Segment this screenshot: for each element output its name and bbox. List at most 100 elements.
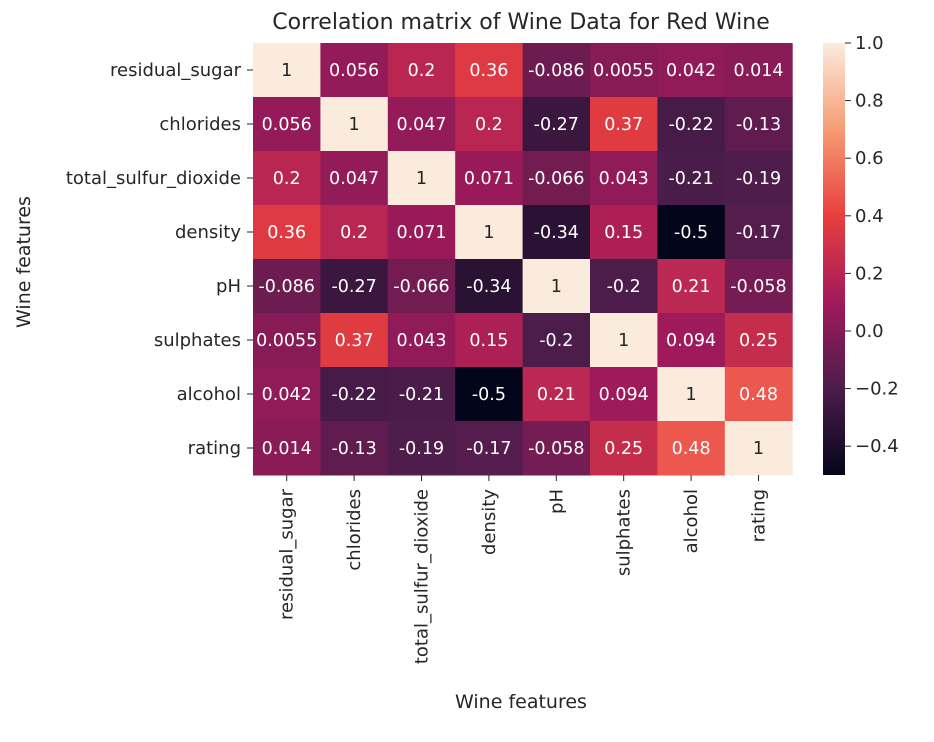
cell-value-label: -0.22: [668, 115, 713, 135]
cell-value-label: 1: [483, 223, 494, 243]
heatmap-cell: [522, 205, 591, 260]
cell-value-label: 1: [686, 385, 697, 405]
heatmap-cell: [320, 97, 389, 152]
colorbar-tick-label: 0.4: [855, 206, 884, 227]
y-tick-label: residual_sugar: [110, 60, 242, 81]
cell-value-label: 0.37: [335, 331, 374, 351]
cell-value-label: 0.0055: [593, 61, 654, 81]
heatmap-cell: [387, 97, 456, 152]
cell-value-label: -0.21: [399, 385, 444, 405]
heatmap-cell: [387, 367, 456, 422]
cell-value-label: -0.2: [607, 277, 641, 297]
y-tick-label: pH: [216, 276, 241, 297]
cell-value-label: 0.36: [267, 223, 306, 243]
cell-value-label: -0.086: [528, 61, 584, 81]
cell-value-label: 0.047: [329, 169, 379, 189]
heatmap-cell: [590, 205, 658, 260]
cell-value-label: 0.15: [469, 331, 508, 351]
x-tick-label: alcohol: [681, 489, 702, 553]
heatmap-cell: [320, 205, 389, 260]
heatmap-cell: [657, 205, 726, 260]
colorbar-tick-label: 0.2: [855, 263, 884, 284]
heatmap-cell: [657, 313, 726, 368]
heatmap-cell: [455, 259, 524, 314]
heatmap-cell: [253, 313, 321, 368]
x-tick-label: rating: [749, 489, 770, 542]
cell-value-label: -0.066: [393, 277, 449, 297]
cell-value-label: -0.27: [534, 115, 579, 135]
y-tick-label: alcohol: [177, 384, 241, 405]
heatmap-cell: [724, 205, 793, 260]
cell-value-label: 0.094: [599, 385, 649, 405]
cell-value-label: 0.37: [604, 115, 643, 135]
heatmap-cell: [590, 151, 658, 206]
cell-value-label: -0.13: [736, 115, 781, 135]
heatmap-cell: [724, 259, 793, 314]
cell-value-label: 0.056: [329, 61, 379, 81]
cell-value-label: -0.066: [528, 169, 584, 189]
heatmap-cell: [724, 367, 793, 422]
cell-value-label: -0.2: [539, 331, 573, 351]
heatmap-cell: [253, 259, 321, 314]
cell-value-label: -0.19: [736, 169, 781, 189]
cell-value-label: 0.071: [396, 223, 446, 243]
cell-value-label: -0.27: [331, 277, 376, 297]
cell-value-label: -0.34: [466, 277, 511, 297]
heatmap-cell: [455, 367, 524, 422]
cell-value-label: -0.13: [331, 439, 376, 459]
cell-value-label: 1: [551, 277, 562, 297]
x-tick-labels: residual_sugar chlorides total_sulfur_diox…: [277, 475, 770, 664]
colorbar-ticks: 1.0 0.8 0.6 0.4 0.2 0.0 −0.2 −0.4: [845, 33, 899, 457]
heatmap-cell: [724, 313, 793, 368]
heatmap-cell: [455, 421, 524, 476]
heatmap-cell: [320, 367, 389, 422]
cell-value-label: 0.2: [273, 169, 301, 189]
heatmap-cell: [724, 97, 793, 152]
cell-value-label: 0.25: [604, 439, 643, 459]
cell-value-label: 1: [618, 331, 629, 351]
y-axis-label: Wine features: [13, 196, 35, 328]
cell-value-label: 0.2: [340, 223, 368, 243]
colorbar-tick-label: −0.4: [855, 436, 899, 457]
cell-value-label: 0.15: [604, 223, 643, 243]
cell-value-label: 0.042: [262, 385, 312, 405]
heatmap-cell: [320, 259, 389, 314]
colorbar-tick-label: 0.0: [855, 321, 884, 342]
cell-value-label: 0.25: [739, 331, 778, 351]
cell-value-label: -0.086: [258, 277, 314, 297]
colorbar-tick-label: −0.2: [855, 379, 899, 400]
heatmap-cell: [253, 367, 321, 422]
heatmap-cell: [522, 97, 591, 152]
cell-value-label: 0.043: [396, 331, 446, 351]
heatmap-cell: [522, 259, 591, 314]
heatmap-cell: [724, 421, 793, 476]
cell-value-label: -0.19: [399, 439, 444, 459]
y-tick-label: chlorides: [159, 114, 241, 135]
heatmap-cell: [387, 421, 456, 476]
cell-value-label: -0.5: [674, 223, 708, 243]
cell-value-label: -0.17: [736, 223, 781, 243]
heatmap-cell: [320, 313, 389, 368]
heatmap-cell: [724, 43, 793, 98]
cell-value-label: 0.056: [262, 115, 312, 135]
cell-value-label: -0.34: [534, 223, 579, 243]
heatmap-cell: [657, 421, 726, 476]
heatmap-cell: [522, 151, 591, 206]
cell-value-label: -0.21: [668, 169, 713, 189]
cell-value-label: 1: [349, 115, 360, 135]
cell-value-label: -0.058: [730, 277, 786, 297]
cell-value-label: 0.014: [733, 61, 783, 81]
heatmap-cell: [657, 259, 726, 314]
cell-value-label: 0.48: [739, 385, 778, 405]
heatmap-cell: [455, 97, 524, 152]
y-tick-label: rating: [188, 438, 241, 459]
heatmap-annotations: 1 0.056 0.2 0.36 -0.086 0.0055 0.042 0.014 0.056…: [256, 61, 787, 459]
heatmap-cell: [522, 367, 591, 422]
cell-value-label: 0.047: [396, 115, 446, 135]
cell-value-label: 0.21: [537, 385, 576, 405]
cell-value-label: 0.014: [262, 439, 312, 459]
cell-value-label: 0.36: [469, 61, 508, 81]
colorbar-tick-label: 0.8: [855, 91, 884, 112]
heatmap-cell: [522, 421, 591, 476]
heatmap-cell: [387, 43, 456, 98]
